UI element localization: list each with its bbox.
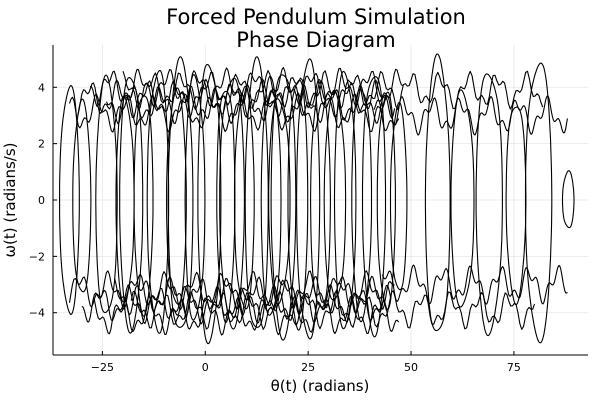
- trajectory-orbit: [270, 74, 297, 341]
- trajectory-orbit: [197, 63, 222, 345]
- trajectory-orbit: [561, 170, 575, 229]
- trajectory-orbit: [184, 74, 206, 321]
- chart-subtitle: Phase Diagram: [236, 28, 396, 52]
- trajectory-orbit: [95, 74, 118, 314]
- trajectory-orbit: [287, 79, 309, 331]
- trajectory-transit: [373, 95, 568, 136]
- trajectory-orbit: [389, 101, 408, 291]
- trajectory-orbit: [260, 75, 282, 316]
- y-ticks: −4 −2 0 2 4: [29, 81, 57, 320]
- trajectory-orbit: [146, 70, 170, 334]
- trajectory-orbit: [450, 89, 475, 308]
- y-tick-label: −2: [29, 250, 45, 263]
- y-axis-label: ω(t) (radians/s): [1, 142, 19, 257]
- x-tick-label: 75: [507, 361, 521, 374]
- trajectory-transit: [130, 289, 536, 330]
- trajectory-transit: [90, 67, 404, 108]
- trajectory-orbit: [119, 77, 144, 334]
- trajectory-orbit: [72, 98, 92, 293]
- trajectory-orbit: [361, 76, 387, 338]
- y-tick-label: −4: [29, 307, 45, 320]
- x-ticks: −25 0 25 50 75: [91, 351, 521, 374]
- trajectory-orbit: [167, 56, 194, 328]
- trajectory-orbit: [524, 62, 553, 344]
- trajectory-orbit: [351, 88, 373, 323]
- trajectory-transit: [114, 275, 387, 316]
- trajectory-transit: [93, 295, 400, 336]
- trajectory-orbit: [424, 53, 451, 332]
- x-axis-label: θ(t) (radians): [271, 377, 370, 395]
- trajectory-orbit: [115, 95, 135, 303]
- trajectory-orbit: [505, 106, 527, 306]
- y-tick-label: 4: [38, 81, 45, 94]
- trajectory-orbit: [475, 73, 503, 337]
- trajectory-orbit: [233, 85, 255, 310]
- trajectory-orbit: [133, 95, 154, 317]
- y-tick-label: 0: [38, 194, 45, 207]
- trajectory-transit: [68, 270, 395, 311]
- chart-title: Forced Pendulum Simulation: [166, 5, 466, 29]
- x-tick-label: 25: [301, 361, 315, 374]
- y-tick-label: 2: [38, 138, 45, 151]
- x-tick-label: 0: [202, 361, 209, 374]
- trajectory-orbit: [166, 87, 187, 305]
- x-tick-label: −25: [91, 361, 114, 374]
- trajectory-transit: [77, 78, 396, 119]
- trajectory-orbit: [219, 77, 245, 330]
- trajectory-transit: [122, 70, 544, 111]
- x-tick-label: 50: [404, 361, 418, 374]
- trajectory-orbit: [333, 70, 357, 330]
- trajectory-layer: [59, 53, 575, 345]
- trajectory-orbit: [59, 85, 80, 315]
- trajectory-orbit: [296, 58, 321, 340]
- trajectory-transit: [381, 264, 568, 305]
